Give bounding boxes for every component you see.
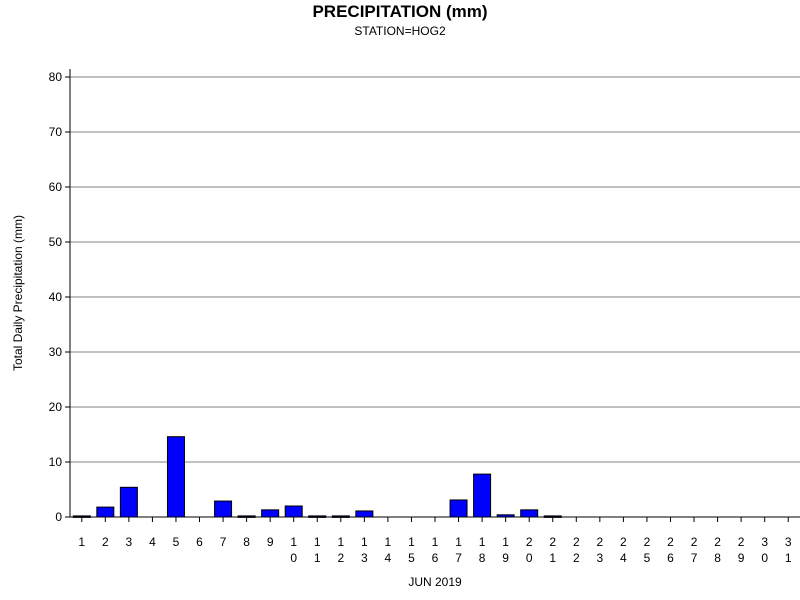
y-tick-label-10: 10 bbox=[49, 455, 63, 469]
y-tick-label-20: 20 bbox=[49, 400, 63, 414]
x-tick-label-9: 9 bbox=[267, 535, 274, 549]
x-tick-label-2: 2 bbox=[102, 535, 109, 549]
y-tick-label-0: 0 bbox=[55, 510, 62, 524]
chart-subtitle: STATION=HOG2 bbox=[354, 24, 446, 38]
y-tick-label-30: 30 bbox=[49, 345, 63, 359]
bar-7 bbox=[214, 500, 233, 518]
x-axis-label: JUN 2019 bbox=[408, 575, 462, 589]
bar-17 bbox=[449, 499, 468, 518]
x-tick-label-7: 7 bbox=[220, 535, 227, 549]
x-tick-label-3: 3 bbox=[126, 535, 133, 549]
y-tick-label-80: 80 bbox=[49, 70, 63, 84]
x-axis-ticks: 1 2 3 4 5 6 7 8 9 1 01 11 21 31 41 51 61 71 81 92 02 12 22 32 42… bbox=[78, 517, 792, 565]
chart-title: PRECIPITATION (mm) bbox=[312, 2, 487, 21]
x-tick-label-5: 5 bbox=[173, 535, 180, 549]
x-tick-label-1: 1 bbox=[78, 535, 85, 549]
bars bbox=[72, 436, 562, 518]
bar-10 bbox=[284, 505, 303, 518]
bar-18 bbox=[473, 473, 492, 518]
bar-13 bbox=[355, 510, 374, 518]
y-tick-label-40: 40 bbox=[49, 290, 63, 304]
y-tick-label-50: 50 bbox=[49, 235, 63, 249]
x-tick-label-6: 6 bbox=[196, 535, 203, 549]
y-axis-ticks: 0 10 20 30 40 50 60 70 80 bbox=[49, 70, 70, 524]
y-tick-label-70: 70 bbox=[49, 125, 63, 139]
x-tick-label-8: 8 bbox=[243, 535, 250, 549]
bar-3 bbox=[119, 486, 138, 518]
y-tick-label-60: 60 bbox=[49, 180, 63, 194]
bar-9 bbox=[261, 509, 280, 518]
y-axis-label: Total Daily Precipitation (mm) bbox=[11, 215, 25, 371]
gridlines bbox=[70, 76, 800, 463]
bar-2 bbox=[96, 506, 115, 518]
bar-5 bbox=[166, 436, 185, 518]
x-tick-label-4: 4 bbox=[149, 535, 156, 549]
bar-20 bbox=[520, 509, 539, 518]
